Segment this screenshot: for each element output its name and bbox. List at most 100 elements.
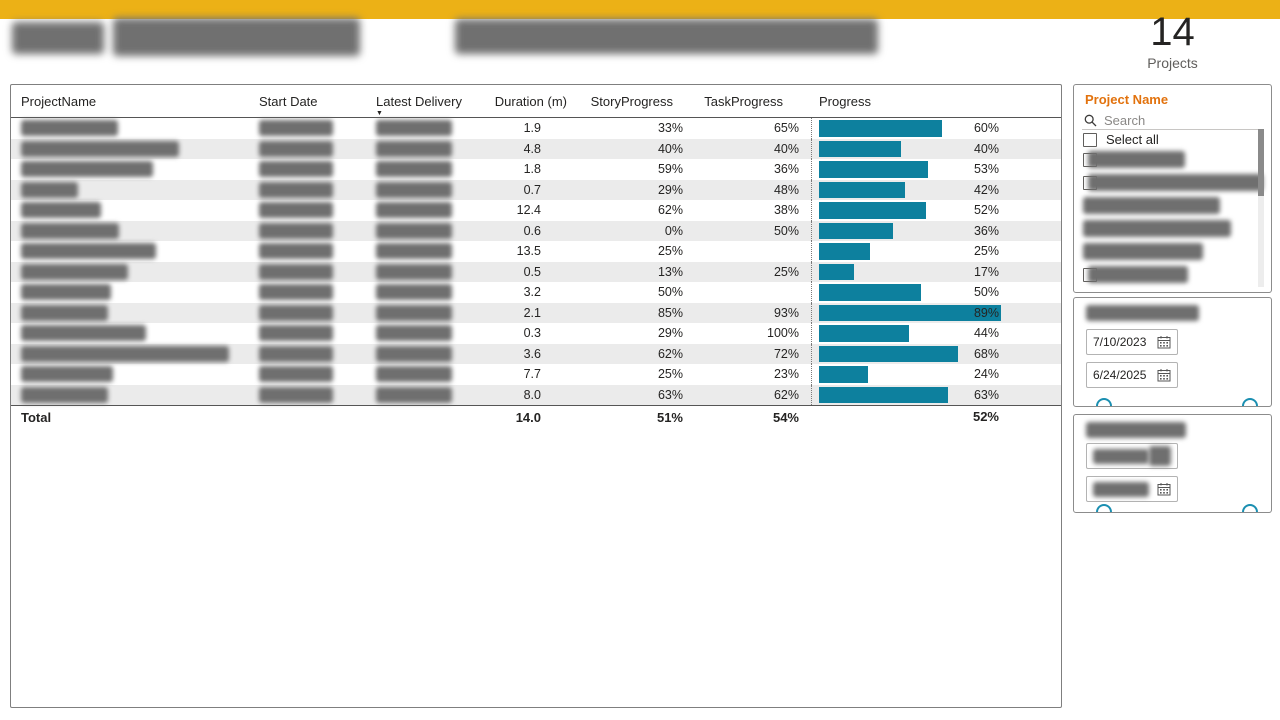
cell-duration: 1.8 [523, 162, 541, 177]
select-all-option[interactable]: Select all [1083, 132, 1159, 147]
date-slicer-2-title-redacted [1086, 422, 1186, 438]
table-row[interactable]: 3.6 62% 72% 68% [11, 343, 1061, 364]
table-row[interactable]: 0.3 29% 100% 44% [11, 323, 1061, 344]
cell-taskprogress: 25% [773, 264, 799, 279]
latest-delivery-redacted [376, 120, 452, 137]
cell-progress: 68% [811, 343, 1007, 364]
select-all-checkbox[interactable] [1083, 132, 1097, 147]
cell-start-date [259, 243, 369, 260]
cell-storyprogress: 0% [664, 223, 683, 238]
slicer-search-box[interactable] [1082, 111, 1264, 130]
progress-data-bar [819, 120, 942, 137]
table-row[interactable]: 13.5 25% 25% [11, 241, 1061, 262]
start-date-redacted [259, 161, 333, 178]
cell-taskprogress: 50% [773, 223, 799, 238]
table-row[interactable]: 4.8 40% 40% 40% [11, 138, 1061, 159]
table-row[interactable]: 3.2 50% 50% [11, 282, 1061, 303]
cell-start-date [259, 181, 369, 198]
range-slider-handle-right[interactable] [1242, 504, 1258, 512]
start-date-redacted [259, 304, 333, 321]
projectname-redacted [21, 181, 78, 198]
cell-storyprogress: 62% [657, 346, 683, 361]
calendar-icon[interactable] [1157, 335, 1171, 349]
cell-progress: 44% [811, 323, 1007, 344]
cell-latest-delivery [369, 140, 477, 157]
cell-start-date [259, 263, 369, 280]
cell-projectname [21, 202, 259, 219]
date-slicer-2-start-input[interactable] [1086, 443, 1178, 469]
table-row[interactable]: 0.7 29% 48% 42% [11, 179, 1061, 200]
cell-storyprogress: 50% [657, 285, 683, 300]
table-row[interactable]: 7.7 25% 23% 24% [11, 364, 1061, 385]
slicer-item[interactable] [1083, 174, 1263, 191]
search-input[interactable] [1104, 112, 1234, 128]
date-slicer-1-end-input[interactable]: 6/24/2025 [1086, 362, 1178, 388]
range-slider-handle-left[interactable] [1096, 398, 1112, 406]
table-row[interactable]: 1.8 59% 36% 53% [11, 159, 1061, 180]
latest-delivery-redacted [376, 284, 452, 301]
cell-latest-delivery [369, 181, 477, 198]
cell-storyprogress: 25% [657, 244, 683, 259]
cell-start-date [259, 161, 369, 178]
table-row[interactable]: 12.4 62% 38% 52% [11, 200, 1061, 221]
cell-storyprogress: 29% [657, 326, 683, 341]
table-row[interactable]: 0.6 0% 50% 36% [11, 220, 1061, 241]
cell-progress: 63% [811, 384, 1007, 405]
table-row[interactable]: 1.9 33% 65% 60% [11, 118, 1061, 139]
slicer-item[interactable] [1083, 220, 1231, 237]
table-row[interactable]: 0.5 13% 25% 17% [11, 261, 1061, 282]
project-name-slicer: Project Name Select all [1073, 84, 1272, 293]
progress-value: 60% [973, 121, 999, 135]
range-slider-handle-right[interactable] [1242, 398, 1258, 406]
progress-data-bar [819, 345, 958, 362]
projectname-redacted [21, 386, 108, 403]
cell-taskprogress: 36% [773, 162, 799, 177]
column-header-taskprogress[interactable]: TaskProgress [704, 94, 783, 109]
calendar-icon[interactable] [1157, 368, 1171, 382]
slicer-title: Project Name [1085, 92, 1169, 107]
progress-value: 50% [973, 285, 999, 299]
cell-start-date [259, 345, 369, 362]
column-header-duration[interactable]: Duration (m) [494, 94, 567, 109]
slicer-scrollbar-thumb[interactable] [1258, 129, 1264, 196]
slicer-item-label-redacted [1083, 220, 1231, 237]
column-header-storyprogress[interactable]: StoryProgress [590, 94, 673, 109]
cell-taskprogress: 72% [773, 346, 799, 361]
table-row[interactable]: 8.0 63% 62% 63% [11, 384, 1061, 405]
kpi-card: 14 Projects [1073, 10, 1272, 71]
date-slicer-2-end-value-redacted [1093, 481, 1149, 497]
start-date-redacted [259, 284, 333, 301]
cell-progress: 53% [811, 159, 1007, 180]
column-header-latest-delivery[interactable]: Latest Delivery ▼ [369, 90, 477, 117]
column-header-projectname[interactable]: ProjectName [21, 94, 97, 109]
slicer-item[interactable] [1083, 266, 1188, 283]
start-date-redacted [259, 202, 333, 219]
projectname-redacted [21, 243, 156, 260]
start-date-redacted [259, 325, 333, 342]
column-header-progress[interactable]: Progress [819, 94, 872, 109]
cell-progress: 17% [811, 261, 1007, 282]
column-header-start-date[interactable]: Start Date [259, 94, 318, 109]
progress-data-bar [819, 386, 948, 403]
date-slicer-2-end-input[interactable] [1086, 476, 1178, 502]
range-slider-handle-left[interactable] [1096, 504, 1112, 512]
cell-projectname [21, 366, 259, 383]
cell-taskprogress: 93% [773, 305, 799, 320]
slicer-item[interactable] [1083, 151, 1185, 168]
calendar-icon[interactable] [1157, 482, 1171, 496]
projectname-redacted [21, 366, 113, 383]
slicer-item[interactable] [1083, 197, 1220, 214]
cell-latest-delivery [369, 284, 477, 301]
slicer-item-label-redacted [1083, 243, 1203, 260]
latest-delivery-redacted [376, 263, 452, 280]
total-duration: 14.0 [515, 409, 541, 425]
cell-progress: 50% [811, 282, 1007, 303]
start-date-redacted [259, 222, 333, 239]
latest-delivery-redacted [376, 140, 452, 157]
slicer-item[interactable] [1083, 243, 1203, 260]
cell-projectname [21, 304, 259, 321]
cell-taskprogress: 40% [773, 141, 799, 156]
table-row[interactable]: 2.1 85% 93% 89% [11, 302, 1061, 323]
date-slicer-1-start-input[interactable]: 7/10/2023 [1086, 329, 1178, 355]
projectname-redacted [21, 161, 153, 178]
